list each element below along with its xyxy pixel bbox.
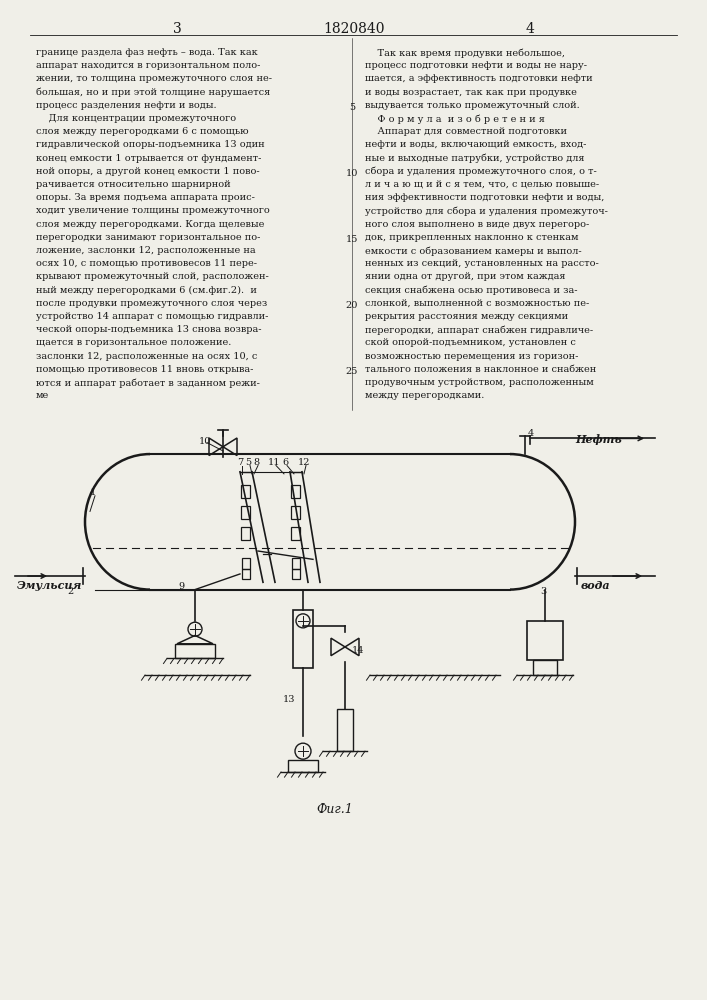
Text: 5: 5 <box>245 458 251 467</box>
Bar <box>288 760 318 772</box>
Text: после продувки промежуточного слоя через: после продувки промежуточного слоя через <box>36 299 267 308</box>
Text: продувочным устройством, расположенным: продувочным устройством, расположенным <box>365 378 594 387</box>
Text: тального положения в наклонное и снабжен: тального положения в наклонное и снабжен <box>365 365 596 374</box>
Text: 10: 10 <box>346 169 358 178</box>
Text: ской опорой-подъемником, установлен с: ской опорой-подъемником, установлен с <box>365 338 576 347</box>
Text: емкости с образованием камеры и выпол-: емкости с образованием камеры и выпол- <box>365 246 582 255</box>
Text: 9: 9 <box>178 582 184 591</box>
Text: ные и выходные патрубки, устройство для: ные и выходные патрубки, устройство для <box>365 154 585 163</box>
Bar <box>241 527 250 540</box>
Bar <box>292 558 300 569</box>
Text: устройство 14 аппарат с помощью гидравли-: устройство 14 аппарат с помощью гидравли… <box>36 312 269 321</box>
Text: ной опоры, а другой конец емкости 1 пово-: ной опоры, а другой конец емкости 1 пово… <box>36 167 259 176</box>
Bar <box>527 621 563 660</box>
Bar <box>292 569 300 579</box>
Bar <box>293 610 313 668</box>
Text: ный между перегородками 6 (см.фиг.2).  и: ный между перегородками 6 (см.фиг.2). и <box>36 286 257 295</box>
Text: рекрытия расстояния между секциями: рекрытия расстояния между секциями <box>365 312 568 321</box>
Text: большая, но и при этой толщине нарушается: большая, но и при этой толщине нарушаетс… <box>36 88 270 97</box>
Text: янии одна от другой, при этом каждая: янии одна от другой, при этом каждая <box>365 272 566 281</box>
Text: 3: 3 <box>540 587 546 596</box>
Text: 14: 14 <box>352 646 364 655</box>
Text: сбора и удаления промежуточного слоя, о т-: сбора и удаления промежуточного слоя, о … <box>365 167 597 176</box>
Text: Фиг.1: Фиг.1 <box>317 803 354 816</box>
Text: 6: 6 <box>282 458 288 467</box>
Text: 7: 7 <box>237 458 243 467</box>
Text: 4: 4 <box>528 429 534 438</box>
Text: 11: 11 <box>268 458 280 467</box>
Bar <box>241 506 250 519</box>
Text: док, прикрепленных наклонно к стенкам: док, прикрепленных наклонно к стенкам <box>365 233 578 242</box>
Text: 10: 10 <box>199 437 211 446</box>
Bar <box>291 485 300 498</box>
Text: границе раздела фаз нефть – вода. Так как: границе раздела фаз нефть – вода. Так ка… <box>36 48 258 57</box>
Text: между перегородками.: между перегородками. <box>365 391 484 400</box>
Text: гидравлической опоры-подъемника 13 один: гидравлической опоры-подъемника 13 один <box>36 140 264 149</box>
Text: ложение, заслонки 12, расположенные на: ложение, заслонки 12, расположенные на <box>36 246 256 255</box>
Text: перегородки занимают горизонтальное по-: перегородки занимают горизонтальное по- <box>36 233 260 242</box>
Text: конец емкости 1 отрывается от фундамент-: конец емкости 1 отрывается от фундамент- <box>36 154 262 163</box>
Text: 5: 5 <box>349 103 355 112</box>
Text: осях 10, с помощью противовесов 11 пере-: осях 10, с помощью противовесов 11 пере- <box>36 259 257 268</box>
Text: 2: 2 <box>67 587 73 596</box>
Text: Эмульсия: Эмульсия <box>17 580 83 591</box>
Text: 15: 15 <box>346 235 358 244</box>
Text: 13: 13 <box>283 695 296 704</box>
Text: вода: вода <box>581 580 611 591</box>
Text: нефти и воды, включающий емкость, вход-: нефти и воды, включающий емкость, вход- <box>365 140 586 149</box>
Text: шается, а эффективность подготовки нефти: шается, а эффективность подготовки нефти <box>365 74 592 83</box>
Text: 3: 3 <box>173 22 182 36</box>
Text: Для концентрации промежуточного: Для концентрации промежуточного <box>36 114 236 123</box>
Text: 8: 8 <box>253 458 259 467</box>
Bar <box>175 644 215 658</box>
Text: аппарат находится в горизонтальном поло-: аппарат находится в горизонтальном поло- <box>36 61 260 70</box>
Bar <box>533 660 557 675</box>
Text: опоры. За время подъема аппарата проис-: опоры. За время подъема аппарата проис- <box>36 193 255 202</box>
Text: и воды возрастает, так как при продувке: и воды возрастает, так как при продувке <box>365 88 577 97</box>
Text: устройство для сбора и удаления промежуточ-: устройство для сбора и удаления промежут… <box>365 206 608 216</box>
Text: выдувается только промежуточный слой.: выдувается только промежуточный слой. <box>365 101 580 110</box>
Text: 20: 20 <box>346 301 358 310</box>
Text: рачивается относительно шарнирной: рачивается относительно шарнирной <box>36 180 230 189</box>
Text: 4: 4 <box>525 22 534 36</box>
Text: процесс разделения нефти и воды.: процесс разделения нефти и воды. <box>36 101 216 110</box>
Text: слоя между перегородками. Когда щелевые: слоя между перегородками. Когда щелевые <box>36 220 264 229</box>
Bar <box>291 506 300 519</box>
Text: 12: 12 <box>298 458 310 467</box>
Text: Аппарат для совместной подготовки: Аппарат для совместной подготовки <box>365 127 567 136</box>
Text: секция снабжена осью противовеса и за-: секция снабжена осью противовеса и за- <box>365 286 578 295</box>
Text: жении, то толщина промежуточного слоя не-: жении, то толщина промежуточного слоя не… <box>36 74 272 83</box>
Text: слонкой, выполненной с возможностью пе-: слонкой, выполненной с возможностью пе- <box>365 299 589 308</box>
Bar <box>242 569 250 579</box>
Text: Ф о р м у л а  и з о б р е т е н и я: Ф о р м у л а и з о б р е т е н и я <box>365 114 545 123</box>
Text: слоя между перегородками 6 с помощью: слоя между перегородками 6 с помощью <box>36 127 249 136</box>
Text: возможностью перемещения из горизон-: возможностью перемещения из горизон- <box>365 352 578 361</box>
Text: крывают промежуточный слой, расположен-: крывают промежуточный слой, расположен- <box>36 272 269 281</box>
Text: ния эффективности подготовки нефти и воды,: ния эффективности подготовки нефти и вод… <box>365 193 604 202</box>
Bar <box>291 527 300 540</box>
Bar <box>242 558 250 569</box>
Text: щается в горизонтальное положение.: щается в горизонтальное положение. <box>36 338 231 347</box>
Text: ме: ме <box>36 391 49 400</box>
Text: заслонки 12, расположенные на осях 10, с: заслонки 12, расположенные на осях 10, с <box>36 352 257 361</box>
Text: перегородки, аппарат снабжен гидравличе-: перегородки, аппарат снабжен гидравличе- <box>365 325 593 335</box>
Text: л и ч а ю щ и й с я тем, что, с целью повыше-: л и ч а ю щ и й с я тем, что, с целью по… <box>365 180 599 189</box>
Bar <box>337 709 353 751</box>
Bar <box>241 485 250 498</box>
Text: ного слоя выполнено в виде двух перегоро-: ного слоя выполнено в виде двух перегоро… <box>365 220 589 229</box>
Text: ходит увеличение толщины промежуточного: ходит увеличение толщины промежуточного <box>36 206 270 215</box>
Text: Так как время продувки небольшое,: Так как время продувки небольшое, <box>365 48 565 57</box>
Text: процесс подготовки нефти и воды не нару-: процесс подготовки нефти и воды не нару- <box>365 61 587 70</box>
Text: ческой опоры-подъемника 13 снова возвра-: ческой опоры-подъемника 13 снова возвра- <box>36 325 262 334</box>
Text: Нефть: Нефть <box>575 434 621 445</box>
Text: помощью противовесов 11 вновь открыва-: помощью противовесов 11 вновь открыва- <box>36 365 253 374</box>
Text: 1820840: 1820840 <box>323 22 385 36</box>
Text: ненных из секций, установленных на рассто-: ненных из секций, установленных на расст… <box>365 259 599 268</box>
Text: 25: 25 <box>346 367 358 376</box>
Text: 1: 1 <box>90 488 96 497</box>
Text: ются и аппарат работает в заданном режи-: ются и аппарат работает в заданном режи- <box>36 378 260 387</box>
